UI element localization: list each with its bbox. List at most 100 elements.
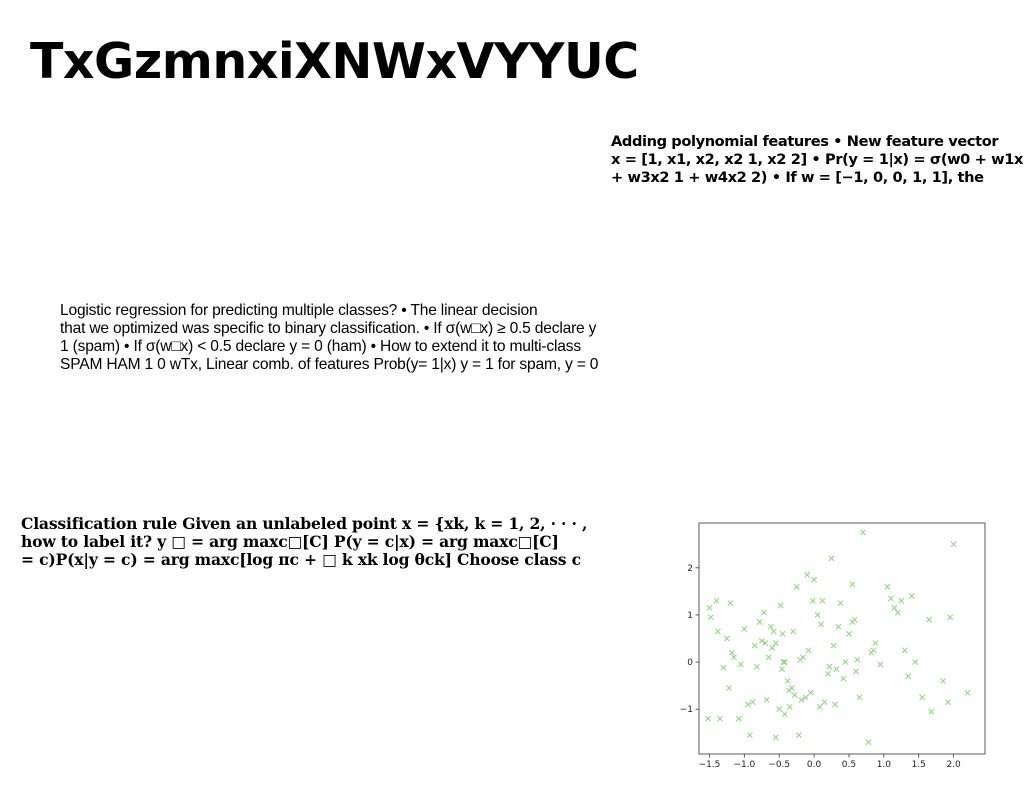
scatter-point [871, 648, 876, 653]
scatter-point [768, 624, 773, 629]
scatter-point [787, 704, 792, 709]
scatter-point [822, 700, 827, 705]
text-line: 1 (spam) • If σ(w□x) < 0.5 declare y = 0… [60, 338, 598, 356]
scatter-point [811, 577, 816, 582]
scatter-point [806, 648, 811, 653]
scatter-point [808, 690, 813, 695]
scatter-point [773, 735, 778, 740]
scatter-point [779, 667, 784, 672]
scatter-point [853, 669, 858, 674]
scatter-point [780, 631, 785, 636]
scatter-point [829, 556, 834, 561]
scatter-point [792, 692, 797, 697]
scatter-point [708, 615, 713, 620]
scatter-point [736, 716, 741, 721]
scatter-point [965, 690, 970, 695]
scatter-point [770, 645, 775, 650]
scatter-point [838, 601, 843, 606]
scatter-point [796, 733, 801, 738]
scatter-point [764, 697, 769, 702]
text-line: Adding polynomial features • New feature… [611, 133, 1024, 151]
x-tick-label: 0.0 [807, 760, 822, 770]
scatter-point [941, 678, 946, 683]
scatter-point [777, 707, 782, 712]
scatter-point [866, 740, 871, 745]
scatter-plot: −1.5 −1.0 −0.5 0.0 0.5 1.0 1.5 2.0 −1 0 1 2 [670, 512, 1000, 774]
text-line: Classification rule Given an unlabeled p… [21, 515, 587, 533]
y-tick-label: 2 [687, 564, 693, 574]
scatter-point [805, 572, 810, 577]
scatter-point [832, 702, 837, 707]
scatter-point [810, 598, 815, 603]
scatter-point [860, 530, 865, 535]
scatter-point [731, 655, 736, 660]
scatter-point [825, 671, 830, 676]
scatter-point [766, 655, 771, 660]
scatter-point [899, 598, 904, 603]
scatter-point [728, 601, 733, 606]
scatter-point [754, 664, 759, 669]
scatter-point [742, 626, 747, 631]
scatter-point [738, 662, 743, 667]
polynomial-features-text: Adding polynomial features • New feature… [611, 133, 1024, 187]
scatter-point [841, 676, 846, 681]
x-tick-label: −0.5 [768, 760, 790, 770]
text-line: = c)P(x|y = c) = arg maxc[log πc + □ k x… [21, 551, 587, 569]
scatter-point [945, 700, 950, 705]
scatter-point [798, 657, 803, 662]
scatter-point [773, 641, 778, 646]
x-tick-label: −1.0 [733, 760, 755, 770]
x-tick-label: 1.0 [877, 760, 892, 770]
scatter-point [906, 674, 911, 679]
scatter-point [929, 709, 934, 714]
scatter-point [714, 598, 719, 603]
x-tick-label: 0.5 [842, 760, 856, 770]
scatter-point [818, 622, 823, 627]
scatter-point [789, 685, 794, 690]
scatter-point [791, 629, 796, 634]
scatter-point [855, 657, 860, 662]
scatter-point [831, 643, 836, 648]
x-tick-label: −1.5 [699, 760, 721, 770]
scatter-point [920, 695, 925, 700]
scatter-point [745, 702, 750, 707]
scatter-point [705, 716, 710, 721]
scatter-point [843, 659, 848, 664]
scatter-point [878, 662, 883, 667]
scatter-point [827, 664, 832, 669]
scatter-point [850, 582, 855, 587]
scatter-point [852, 617, 857, 622]
scatter-point [761, 610, 766, 615]
scatter-point [717, 716, 722, 721]
x-tick-label: 1.5 [912, 760, 926, 770]
text-line: SPAM HAM 1 0 wTx, Linear comb. of featur… [60, 356, 598, 374]
scatter-point [888, 596, 893, 601]
scatter-point [782, 711, 787, 716]
scatter-point [927, 617, 932, 622]
scatter-point [857, 695, 862, 700]
scatter-point [820, 598, 825, 603]
scatter-point [846, 631, 851, 636]
scatter-point [726, 685, 731, 690]
scatter-point [902, 648, 907, 653]
scatter-point [752, 643, 757, 648]
text-line: how to label it? y □ = arg maxc□[C] P(y … [21, 533, 587, 551]
scatter-point [836, 624, 841, 629]
scatter-point [815, 612, 820, 617]
scatter-point [721, 665, 726, 670]
scatter-point [747, 733, 752, 738]
scatter-point [794, 584, 799, 589]
scatter-point [707, 605, 712, 610]
scatter-point [892, 605, 897, 610]
scatter-point [724, 636, 729, 641]
text-line: x = [1, x1, x2, x2 1, x2 2] • Pr(y = 1|x… [611, 151, 1024, 169]
scatter-point [895, 610, 900, 615]
logistic-regression-text: Logistic regression for predicting multi… [60, 302, 598, 374]
scatter-point [834, 667, 839, 672]
scatter-point [757, 619, 762, 624]
scatter-point [750, 700, 755, 705]
scatter-point [729, 650, 734, 655]
scatter-point [913, 659, 918, 664]
page-title: TxGzmnxiXNWxVYYUC [30, 32, 639, 92]
scatter-point [873, 641, 878, 646]
